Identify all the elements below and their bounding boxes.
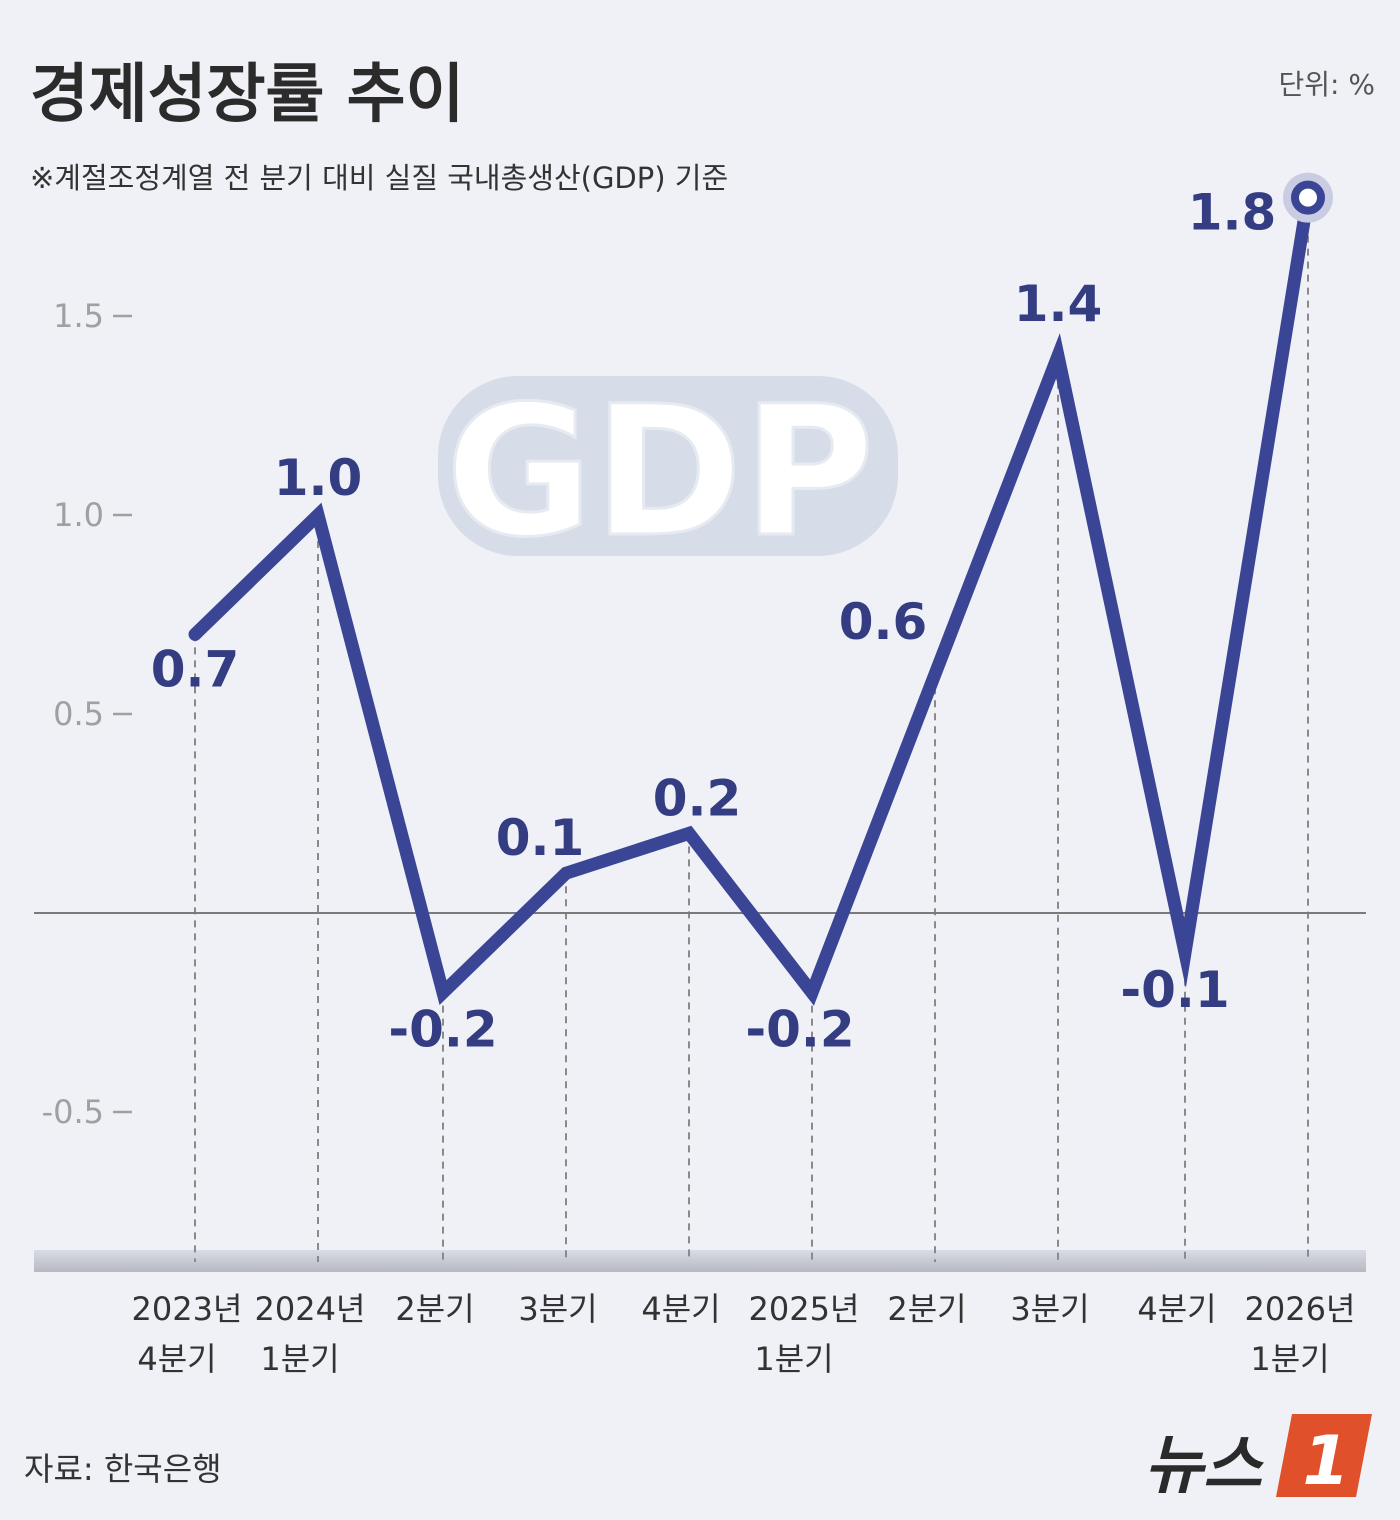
data-label: -0.2 <box>388 1001 497 1059</box>
svg-text:뉴스: 뉴스 <box>1144 1429 1264 1503</box>
svg-text:GDP: GDP <box>457 380 886 589</box>
data-label: 0.2 <box>653 769 742 827</box>
y-tick-label: 0.5 <box>53 695 104 733</box>
x-tick-label: 4분기 <box>641 1290 720 1328</box>
x-tick-label: 2분기 <box>395 1290 474 1328</box>
x-tick-label: 3분기 <box>1010 1290 1089 1328</box>
svg-text:1: 1 <box>1302 1422 1349 1501</box>
data-point-highlight <box>1291 180 1325 215</box>
chart-title: 경제성장률 추이 <box>30 58 464 132</box>
unit-label: 단위: % <box>1279 68 1375 101</box>
gdp-watermark: GDP GDP <box>438 367 898 589</box>
y-tick-label: -0.5 <box>42 1093 104 1131</box>
data-point <box>442 991 444 994</box>
y-axis: 1.5 1.0 0.5 -0.5 <box>42 297 132 1131</box>
x-tick-label: 1분기 <box>754 1340 833 1378</box>
x-tick-label: 3분기 <box>518 1290 597 1328</box>
news1-logo: 뉴스 1 <box>1144 1414 1372 1503</box>
y-tick-label: 1.0 <box>53 496 104 534</box>
y-tick-label: 1.5 <box>53 297 104 335</box>
data-point <box>1057 354 1059 357</box>
plot-floor <box>34 1250 1366 1272</box>
x-tick-label: 2024년 <box>255 1290 366 1328</box>
data-point <box>565 872 567 875</box>
markers <box>194 172 1333 994</box>
data-point <box>317 514 319 516</box>
x-axis: 2023년 4분기 2024년 1분기 2분기 3분기 4분기 2025년 1분기 2분기 3분기 4… <box>132 1290 1356 1378</box>
data-label: 0.1 <box>496 809 585 867</box>
data-point <box>688 832 690 835</box>
data-label: 1.0 <box>274 449 363 507</box>
x-tick-label: 2023년 <box>132 1290 243 1328</box>
chart-subtitle: ※계절조정계열 전 분기 대비 실질 국내총생산(GDP) 기준 <box>30 161 728 195</box>
data-label: -0.1 <box>1120 961 1229 1019</box>
x-tick-label: 2025년 <box>749 1290 860 1328</box>
data-point <box>1184 951 1186 954</box>
data-label: 0.6 <box>839 593 928 651</box>
growth-rate-line <box>188 190 1315 1006</box>
x-tick-label: 2026년 <box>1245 1290 1356 1328</box>
vertical-guides <box>194 196 1309 1262</box>
data-labels: 0.7 1.0 -0.2 0.1 0.2 -0.2 0.6 1.4 -0.1 1.8 <box>151 184 1277 1059</box>
x-tick-label: 2분기 <box>887 1290 966 1328</box>
data-label: 0.7 <box>151 640 240 698</box>
x-tick-label: 1분기 <box>1250 1340 1329 1378</box>
data-label: -0.2 <box>745 1001 854 1059</box>
data-point <box>194 633 196 636</box>
x-tick-label: 1분기 <box>260 1340 339 1378</box>
svg-text:GDP: GDP <box>445 368 874 577</box>
data-point <box>811 991 813 994</box>
data-point <box>934 673 936 676</box>
x-tick-label: 4분기 <box>1137 1290 1216 1328</box>
source-label: 자료: 한국은행 <box>24 1450 222 1488</box>
data-label: 1.4 <box>1014 275 1103 333</box>
data-label: 1.8 <box>1188 184 1277 242</box>
x-tick-label: 4분기 <box>137 1340 216 1378</box>
